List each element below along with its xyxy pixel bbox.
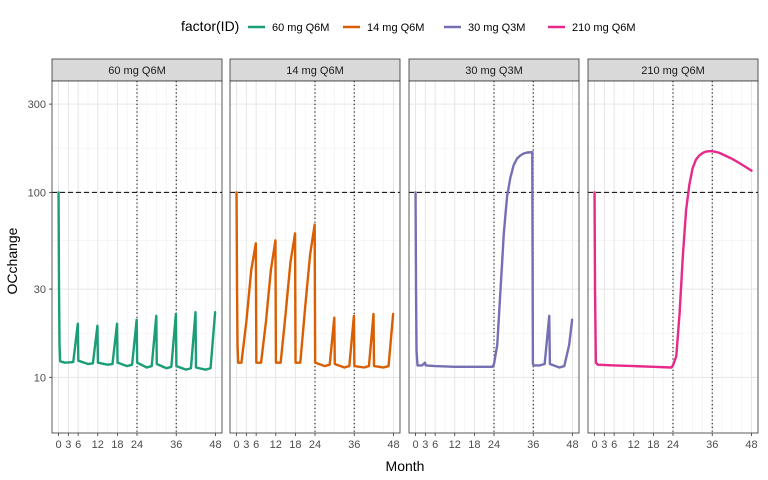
x-tick-label: 18 [289,439,301,451]
x-tick-label: 3 [243,439,249,451]
x-tick-label: 36 [170,439,182,451]
legend-item: 14 mg Q6M [343,22,424,34]
y-axis-title: OCchange [4,227,20,294]
x-tick-label: 12 [449,439,461,451]
legend-item: 30 mg Q3M [444,22,525,34]
y-tick-label: 100 [28,187,46,199]
x-tick-label: 36 [348,439,360,451]
x-tick-label: 36 [527,439,539,451]
x-tick-label: 48 [387,439,399,451]
x-tick-label: 3 [601,439,607,451]
x-tick-label: 18 [111,439,123,451]
x-tick-label: 12 [92,439,104,451]
x-tick-label: 0 [412,439,418,451]
x-tick-label: 36 [706,439,718,451]
x-tick-label: 6 [75,439,81,451]
x-tick-label: 18 [647,439,659,451]
x-tick-label: 48 [209,439,221,451]
legend-label: 60 mg Q6M [272,22,329,34]
y-tick-label: 10 [34,372,46,384]
x-tick-label: 6 [253,439,259,451]
legend-item: 210 mg Q6M [548,22,636,34]
legend-title: factor(ID) [181,18,239,34]
x-tick-label: 24 [131,439,143,451]
x-tick-label: 48 [745,439,757,451]
panel-strip-label: 60 mg Q6M [108,65,165,77]
x-tick-label: 12 [270,439,282,451]
x-tick-label: 12 [628,439,640,451]
panel-strip-label: 14 mg Q6M [286,65,343,77]
series-line [57,191,217,371]
y-tick-label: 300 [28,99,46,111]
legend: factor(ID) 60 mg Q6M 14 mg Q6M 30 mg Q3M 21… [181,18,636,34]
x-tick-label: 0 [591,439,597,451]
series-line [235,191,395,369]
legend-label: 14 mg Q6M [367,22,424,34]
x-tick-label: 0 [55,439,61,451]
x-tick-label: 6 [611,439,617,451]
panel-strip-label: 30 mg Q3M [465,65,522,77]
series-line [414,150,574,369]
series-line [593,149,753,369]
x-tick-label: 48 [566,439,578,451]
x-tick-label: 6 [432,439,438,451]
x-tick-label: 3 [65,439,71,451]
x-tick-label: 3 [422,439,428,451]
x-tick-label: 24 [667,439,679,451]
legend-item: 60 mg Q6M [248,22,329,34]
x-tick-label: 0 [233,439,239,451]
y-tick-label: 30 [34,284,46,296]
x-tick-label: 24 [488,439,500,451]
legend-label: 30 mg Q3M [468,22,525,34]
x-axis-title: Month [386,458,425,474]
x-tick-label: 24 [309,439,321,451]
legend-label: 210 mg Q6M [572,22,636,34]
x-tick-label: 18 [468,439,480,451]
panel-strip-label: 210 mg Q6M [641,65,705,77]
